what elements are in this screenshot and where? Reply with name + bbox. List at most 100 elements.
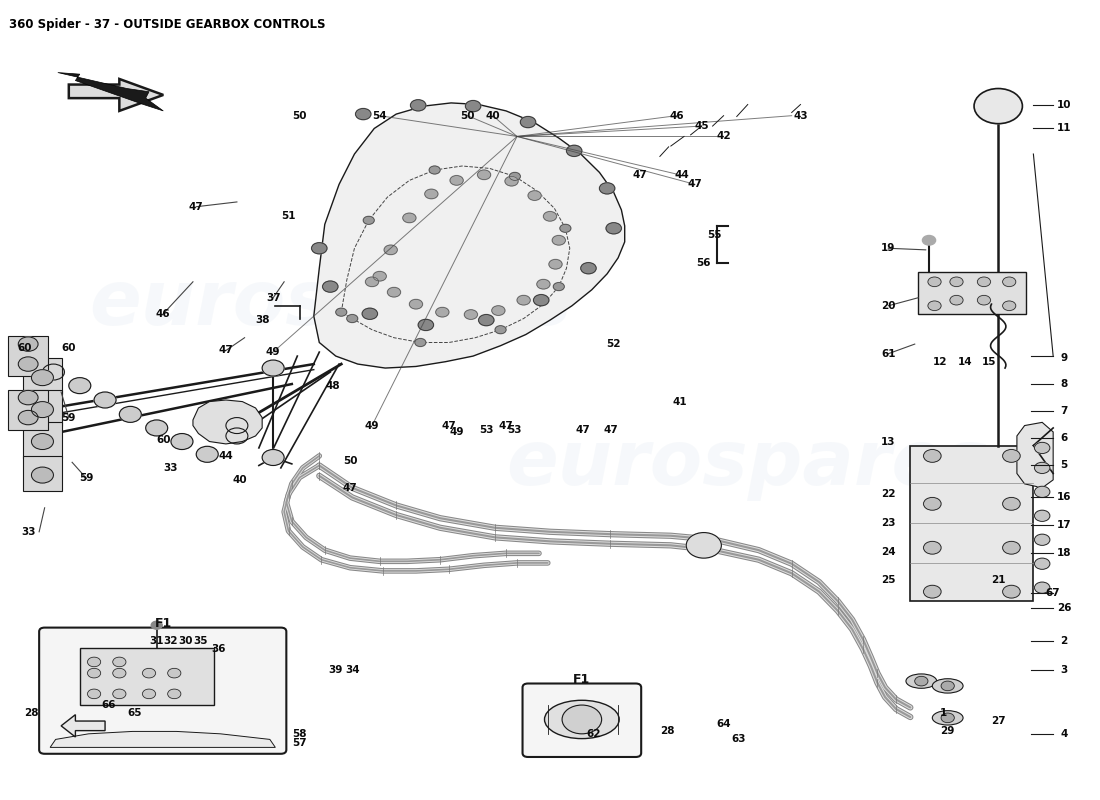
Bar <box>80 647 213 705</box>
Text: 52: 52 <box>606 339 621 349</box>
Text: 47: 47 <box>189 202 204 212</box>
Circle shape <box>196 446 218 462</box>
Text: 62: 62 <box>586 729 602 739</box>
Text: 31: 31 <box>150 636 164 646</box>
Circle shape <box>88 668 101 678</box>
Circle shape <box>88 689 101 698</box>
Text: 18: 18 <box>1057 548 1071 558</box>
Circle shape <box>520 117 536 128</box>
Text: 60: 60 <box>18 343 32 353</box>
Text: 2: 2 <box>1060 636 1068 646</box>
Circle shape <box>1002 498 1020 510</box>
Text: 29: 29 <box>940 726 955 736</box>
Text: 9: 9 <box>1060 354 1068 363</box>
Circle shape <box>415 338 426 346</box>
Circle shape <box>311 242 327 254</box>
Circle shape <box>409 299 422 309</box>
Circle shape <box>975 89 1022 124</box>
Circle shape <box>170 434 192 450</box>
FancyBboxPatch shape <box>522 683 641 757</box>
Text: 7: 7 <box>1060 406 1068 416</box>
Bar <box>23 358 63 394</box>
Polygon shape <box>1016 422 1053 488</box>
Text: 44: 44 <box>674 170 690 180</box>
Ellipse shape <box>544 700 619 738</box>
Circle shape <box>509 172 520 180</box>
Circle shape <box>562 705 602 734</box>
Text: 10: 10 <box>1057 99 1071 110</box>
Circle shape <box>346 314 358 322</box>
Text: 27: 27 <box>991 716 1005 726</box>
Circle shape <box>492 306 505 315</box>
Text: 55: 55 <box>707 230 722 241</box>
Text: 46: 46 <box>669 110 684 121</box>
Text: 14: 14 <box>958 357 972 366</box>
Circle shape <box>1034 534 1049 546</box>
FancyBboxPatch shape <box>40 628 286 754</box>
Text: 47: 47 <box>498 421 514 430</box>
Text: 1: 1 <box>939 708 947 718</box>
Text: F1: F1 <box>155 617 172 630</box>
Text: 65: 65 <box>128 708 142 718</box>
Text: 11: 11 <box>1057 123 1071 134</box>
Circle shape <box>19 337 38 351</box>
Circle shape <box>1034 486 1049 498</box>
Text: 34: 34 <box>345 665 360 675</box>
Text: 19: 19 <box>881 243 895 254</box>
Circle shape <box>450 175 463 185</box>
Circle shape <box>552 235 565 245</box>
Text: 49: 49 <box>266 347 280 357</box>
Circle shape <box>436 307 449 317</box>
Text: 22: 22 <box>881 490 895 499</box>
Polygon shape <box>192 400 262 444</box>
Circle shape <box>88 657 101 666</box>
Text: F1: F1 <box>573 673 591 686</box>
Text: 33: 33 <box>21 526 35 537</box>
Text: 66: 66 <box>101 700 116 710</box>
Text: 21: 21 <box>991 575 1005 586</box>
Circle shape <box>1034 442 1049 454</box>
Polygon shape <box>58 73 163 111</box>
Circle shape <box>1002 450 1020 462</box>
Text: 61: 61 <box>881 349 895 358</box>
Circle shape <box>560 224 571 232</box>
Ellipse shape <box>933 710 964 725</box>
Text: 20: 20 <box>881 301 895 310</box>
Circle shape <box>553 282 564 290</box>
Text: 28: 28 <box>24 708 38 718</box>
Text: 38: 38 <box>255 315 270 325</box>
Text: 50: 50 <box>461 110 475 121</box>
Text: 59: 59 <box>79 474 94 483</box>
Circle shape <box>928 301 942 310</box>
Circle shape <box>495 326 506 334</box>
Text: eurospares: eurospares <box>89 267 572 341</box>
Circle shape <box>1002 277 1015 286</box>
Circle shape <box>543 211 557 221</box>
Circle shape <box>336 308 346 316</box>
Circle shape <box>549 259 562 269</box>
Circle shape <box>113 689 125 698</box>
Text: 59: 59 <box>62 413 76 422</box>
Circle shape <box>355 109 371 120</box>
Text: 6: 6 <box>1060 434 1068 443</box>
Circle shape <box>429 166 440 174</box>
Bar <box>23 390 63 426</box>
Circle shape <box>528 190 541 200</box>
Text: 49: 49 <box>450 427 464 437</box>
Circle shape <box>113 668 125 678</box>
Circle shape <box>32 370 54 386</box>
Circle shape <box>686 533 722 558</box>
Text: 40: 40 <box>485 110 501 121</box>
Ellipse shape <box>906 674 937 688</box>
Text: 47: 47 <box>343 483 358 493</box>
Text: 39: 39 <box>329 665 343 675</box>
Circle shape <box>142 668 155 678</box>
Text: eurospares: eurospares <box>506 427 989 501</box>
Circle shape <box>167 668 180 678</box>
Circle shape <box>478 314 494 326</box>
Text: 50: 50 <box>293 110 307 121</box>
Text: 53: 53 <box>478 426 494 435</box>
Text: 24: 24 <box>881 546 895 557</box>
Circle shape <box>410 100 426 111</box>
Text: 3: 3 <box>1060 665 1068 675</box>
